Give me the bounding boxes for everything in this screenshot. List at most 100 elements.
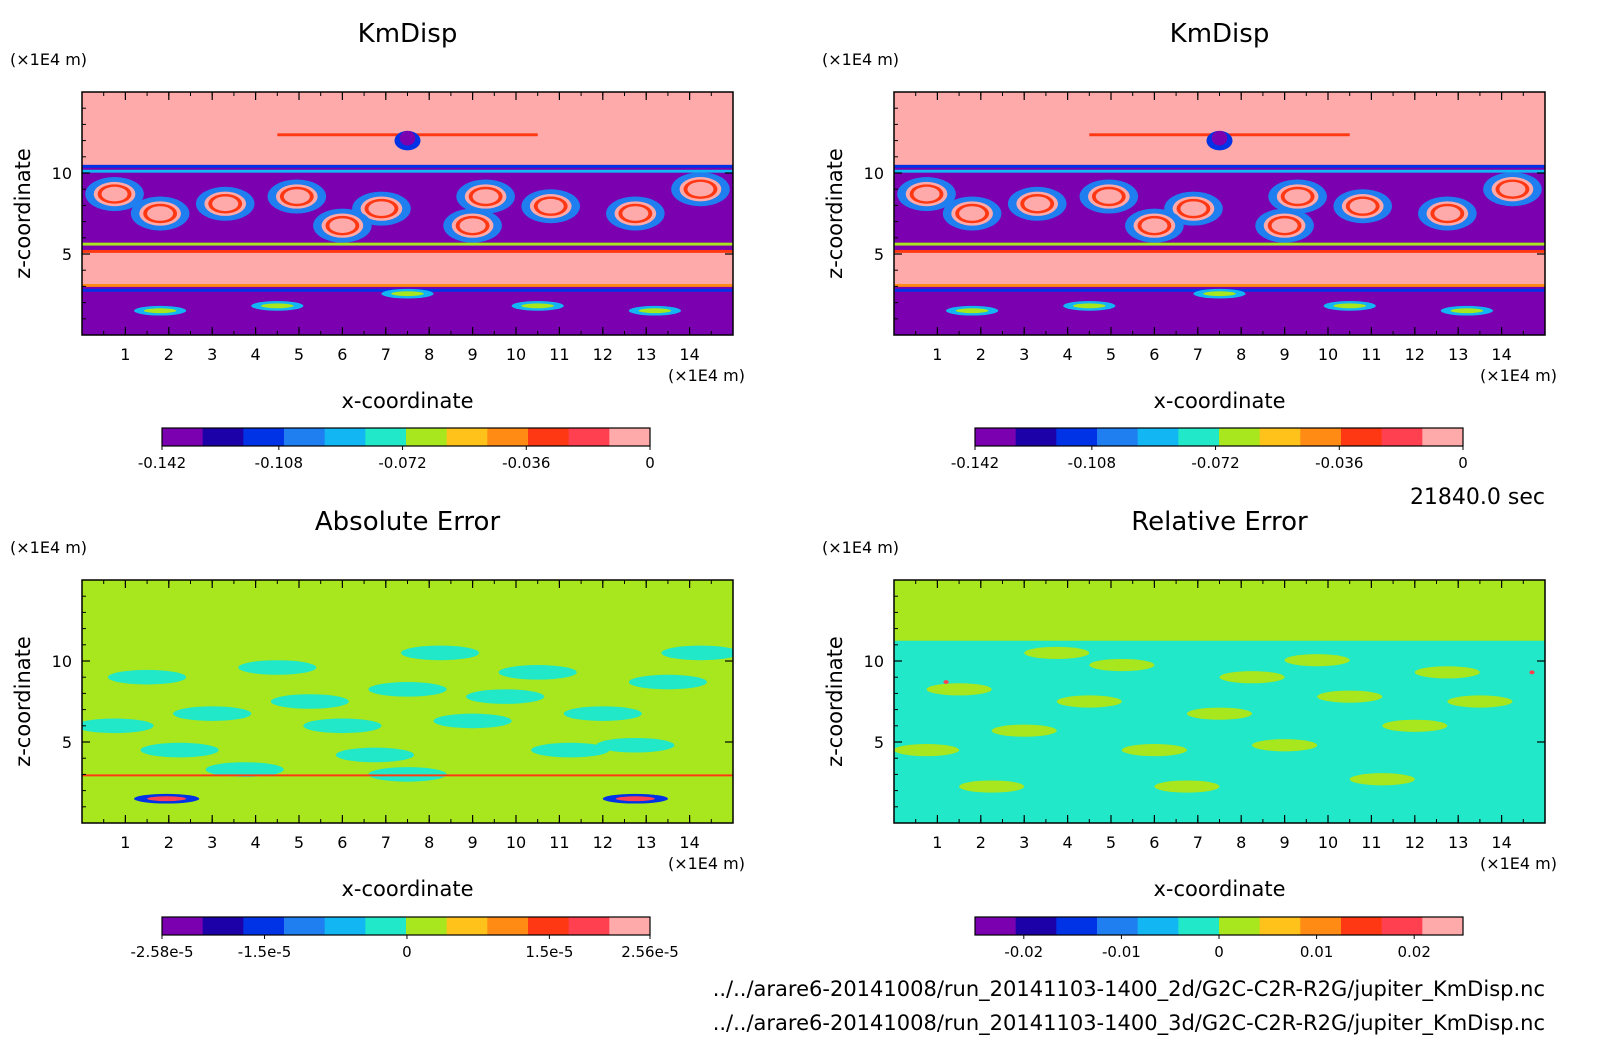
x-tick-label: 4: [1063, 345, 1073, 364]
x-unit-label: (×1E4 m): [1480, 854, 1557, 873]
x-tick-label: 7: [1193, 345, 1203, 364]
error-patch: [563, 706, 642, 721]
x-tick-label: 5: [294, 345, 304, 364]
x-tick-label: 6: [1149, 833, 1159, 852]
colorbar-swatch: [568, 428, 610, 446]
vortex: [959, 206, 986, 221]
x-tick-label: 4: [251, 833, 261, 852]
error-patch: [1056, 695, 1122, 708]
vortex: [537, 198, 564, 214]
colorbar-label: -0.036: [502, 454, 550, 472]
error-patch: [1186, 707, 1253, 720]
colorbar-frame: [161, 916, 651, 936]
colorbar-label: -0.142: [138, 454, 186, 472]
colorbar-swatch: [1259, 917, 1301, 935]
error-patch: [1121, 744, 1187, 757]
error-blob: [147, 796, 187, 802]
colorbar-label: 2.56e-5: [621, 943, 679, 961]
lower-blob: [391, 291, 424, 297]
colorbar-swatch: [1300, 917, 1342, 935]
field-layer: [894, 580, 1545, 823]
colorbar-swatch: [446, 917, 488, 935]
panel-1: KmDisp(×1E4 m)1 2 3 4 5 6 7 8 9 10 11 12 13 14510(×1E…: [822, 19, 1557, 472]
colorbar-swatch: [1381, 917, 1423, 935]
y-unit-label: (×1E4 m): [822, 538, 899, 557]
x-tick-label: 10: [1318, 833, 1338, 852]
colorbar-swatch: [609, 428, 651, 446]
x-tick-label: 6: [337, 833, 347, 852]
colorbar-label: 0: [1214, 943, 1224, 961]
error-patch: [1219, 671, 1285, 684]
error-patch: [400, 645, 480, 661]
panel-2: Absolute Error(×1E4 m)1 2 3 4 5 6 7 8 9 10 11 12 13 1…: [10, 507, 745, 961]
colorbar-swatch: [406, 917, 448, 935]
x-tick-label: 6: [1149, 345, 1159, 364]
y-tick-label: 10: [52, 652, 72, 671]
colorbar-swatch: [1381, 428, 1423, 446]
lower-blob: [638, 308, 672, 314]
error-band: [82, 774, 733, 777]
error-patch: [140, 742, 219, 758]
x-tick-label: 3: [1019, 345, 1029, 364]
x-tick-label: 12: [593, 833, 613, 852]
x-tick-label: 13: [1448, 833, 1468, 852]
y-axis-label: z-coordinate: [11, 148, 35, 279]
colorbar-swatch: [1178, 917, 1220, 935]
colorbar-frame: [161, 427, 651, 447]
file-path-3d: ../../arare6-20141008/run_20141103-1400_…: [713, 1011, 1545, 1036]
x-tick-label: 13: [636, 833, 656, 852]
x-tick-label: 9: [1280, 345, 1290, 364]
y-tick-label: 5: [874, 245, 884, 264]
x-tick-label: 5: [1106, 833, 1116, 852]
colorbar-swatch: [528, 428, 570, 446]
colorbar-swatch: [975, 428, 1017, 446]
x-tick-label: 14: [1491, 833, 1511, 852]
error-patch: [1284, 654, 1350, 667]
x-tick-label: 11: [1361, 345, 1381, 364]
x-axis-label: x-coordinate: [341, 877, 473, 901]
colorbar-frame: [974, 427, 1464, 447]
upper-jet-core: [399, 130, 416, 146]
error-dot: [1529, 670, 1535, 675]
stable-band: [82, 252, 733, 284]
panel-0: KmDisp(×1E4 m)1 2 3 4 5 6 7 8 9 10 11 12 13 14510(×1E…: [10, 19, 745, 472]
colorbar-swatch: [406, 428, 448, 446]
colorbar-swatch: [1341, 917, 1383, 935]
colorbar: -2.58e-5 -1.5e-5 0 1.5e-5 2.56e-5: [131, 916, 679, 961]
band-edge: [82, 169, 733, 173]
x-tick-label: 7: [381, 833, 391, 852]
lower-blob: [1203, 291, 1236, 297]
colorbar: -0.02 -0.01 0 0.01 0.02: [974, 916, 1464, 961]
colorbar-swatch: [365, 917, 407, 935]
y-tick-label: 5: [874, 733, 884, 752]
colorbar-swatch: [162, 428, 204, 446]
colorbar-swatch: [1422, 428, 1464, 446]
x-tick-label: 5: [294, 833, 304, 852]
x-axis-label: x-coordinate: [1153, 389, 1285, 413]
panel-3: Relative Error(×1E4 m)1 2 3 4 5 6 7 8 9 10 11 12 13 1…: [822, 507, 1557, 961]
y-unit-label: (×1E4 m): [10, 50, 87, 69]
field-layer: [894, 92, 1545, 335]
colorbar-swatch: [1056, 917, 1098, 935]
colorbar-label: 0.02: [1397, 943, 1430, 961]
x-tick-label: 3: [207, 345, 217, 364]
colorbar-label: -0.072: [1191, 454, 1239, 472]
x-tick-label: 10: [1318, 345, 1338, 364]
colorbar-swatch: [609, 917, 651, 935]
x-tick-label: 2: [164, 833, 174, 852]
vortex: [1271, 218, 1298, 233]
error-patch: [433, 713, 512, 729]
colorbar-swatch: [975, 917, 1017, 935]
lower-blob: [1073, 303, 1106, 309]
lower-blob: [143, 308, 177, 314]
band-edge: [82, 283, 733, 287]
colorbar-swatch: [1137, 917, 1179, 935]
colorbar-swatch: [202, 917, 244, 935]
error-patch: [205, 762, 284, 777]
lower-blob: [261, 303, 294, 309]
file-path-2d: ../../arare6-20141008/run_20141103-1400_…: [713, 977, 1545, 1002]
x-tick-label: 1: [932, 833, 942, 852]
error-patch: [531, 742, 610, 758]
colorbar-swatch: [1056, 428, 1098, 446]
x-axis-label: x-coordinate: [1153, 877, 1285, 901]
